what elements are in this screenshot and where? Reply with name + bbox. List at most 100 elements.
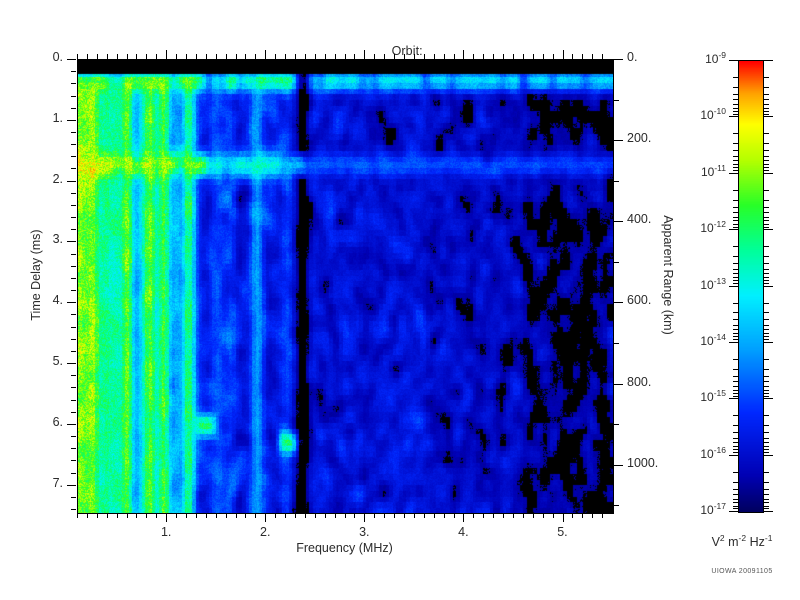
cbar-tick-minor [764,319,769,321]
colorbar-tick-label: 10-16 [700,444,726,461]
cbar-tick-minor [733,333,738,335]
x-tick-minor-top [314,54,316,59]
cbar-tick-minor [764,160,769,162]
cbar-tick-minor [764,206,769,208]
y-tick-minor [71,253,76,255]
x-tick-minor [285,513,287,518]
cbar-tick-minor [764,110,769,112]
x-tick-label: 2. [260,525,271,539]
cbar-tick-minor [764,164,769,165]
cbar-tick-minor [764,276,769,278]
cbar-tick-minor [764,375,769,377]
cbar-tick-minor [764,505,769,507]
x-tick-major [265,513,267,522]
cbar-tick-minor [764,425,769,427]
cbar-tick-minor [733,385,738,387]
cbar-tick-minor [733,164,738,165]
x-tick-minor [384,513,386,518]
cbar-tick-minor [733,502,738,504]
x-tick-minor [592,513,594,518]
x-tick-minor [423,513,425,518]
y2-tick-major [614,383,623,385]
cbar-tick-minor [764,471,769,473]
y-tick-minor [71,95,76,97]
cbar-tick-major [729,454,738,456]
y2-tick-label: 800. [627,374,652,389]
cbar-tick-minor [764,324,769,326]
footer-credit: UIOWA 20091105 [711,568,773,575]
y2-tick-minor [614,99,619,101]
cbar-tick-major [764,398,773,400]
cbar-tick-minor [733,395,738,397]
x-tick-minor [473,513,475,518]
x-tick-minor-top [473,54,475,59]
cbar-tick-minor [733,415,738,417]
y2-tick-major [614,302,623,304]
cbar-tick-minor [764,93,769,95]
cbar-tick-minor [764,333,769,335]
x-tick-minor [86,513,88,518]
y-tick-label: 0. [52,50,63,64]
unit-volt: V [711,535,720,550]
cbar-tick-minor [764,498,769,500]
y-tick-minor [71,509,76,510]
cbar-tick-minor [764,256,769,257]
y-tick-label: 1. [52,110,63,125]
cbar-tick-minor [733,263,738,265]
x-tick-minor-top [186,54,187,59]
cbar-tick-minor [733,319,738,321]
x-tick-minor [453,513,455,518]
cbar-tick-minor [764,381,769,383]
cbar-tick-minor [764,223,769,225]
x-tick-minor [275,513,277,518]
y-tick-major [67,180,76,182]
cbar-tick-minor [764,302,769,304]
y2-tick-label: 200. [627,131,652,146]
y2-tick-label: 600. [627,293,652,308]
y2-tick-minor [614,505,619,507]
x-tick-minor-top [86,54,88,59]
cbar-tick-minor [764,86,769,88]
cbar-tick-minor [764,133,769,135]
y-tick-minor [71,192,76,194]
x-tick-minor-top [394,54,395,59]
x-tick-minor-top [324,54,326,59]
y-tick-major [67,302,76,304]
x-tick-minor [235,513,237,518]
y2-tick-major [614,59,623,60]
x-tick-minor-top [453,54,455,59]
x-tick-minor-top [503,54,504,59]
x-axis-title: Frequency (MHz) [296,541,393,555]
x-tick-minor [304,513,306,518]
y2-tick-label: 400. [627,212,652,227]
x-tick-minor-top [413,54,415,59]
cbar-tick-minor [733,93,738,95]
cbar-tick-minor [733,220,738,222]
x-tick-minor [215,513,217,518]
x-tick-minor [295,513,296,518]
cbar-tick-major [729,60,738,61]
cbar-tick-minor [733,432,738,434]
cbar-tick-minor [733,442,738,444]
y-tick-minor [71,156,76,158]
x-tick-minor-top [77,54,78,59]
x-tick-minor [493,513,495,518]
x-tick-minor-top [374,54,376,59]
cbar-tick-minor [733,280,738,281]
x-tick-minor [186,513,187,518]
y-tick-minor [71,496,76,498]
cbar-tick-minor [733,99,738,101]
y-tick-minor [71,107,76,109]
x-tick-minor-top [235,54,237,59]
cbar-tick-minor [764,189,769,191]
x-tick-minor-top [176,54,178,59]
y-tick-label: 7. [52,475,63,490]
x-tick-major [562,513,564,522]
cbar-tick-minor [733,389,738,391]
x-tick-minor-top [384,54,386,59]
colorbar [738,60,764,513]
x-tick-major-top [463,50,465,59]
cbar-tick-minor [764,273,769,274]
cbar-tick-minor [733,103,738,105]
